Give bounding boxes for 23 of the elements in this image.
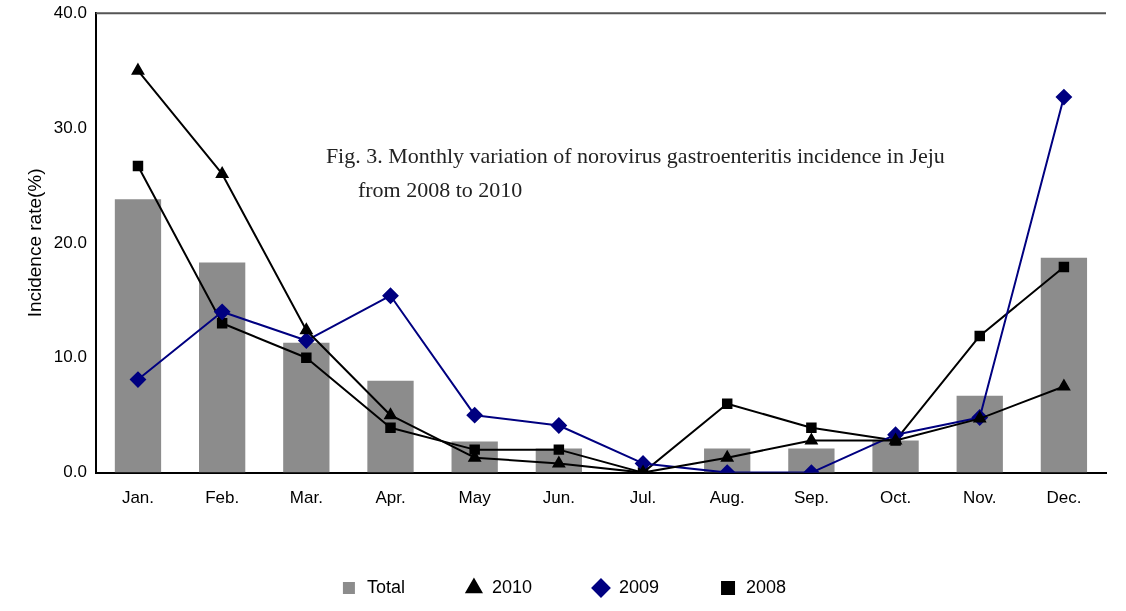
annotation: Fig. 3. Monthly variation of norovirus gastroenteritis incidence in Jeju from 2008 to 2010 bbox=[325, 143, 945, 203]
x-tick-label: Dec. bbox=[1046, 488, 1082, 508]
x-tick-label: Apr. bbox=[375, 488, 406, 508]
y-tick-label: 30.0 bbox=[53, 117, 87, 137]
x-tick-label: Aug. bbox=[709, 488, 745, 508]
x-tick-label: May bbox=[458, 488, 492, 508]
x-tick-label: Feb. bbox=[205, 488, 240, 508]
y-tick-label: 10.0 bbox=[53, 347, 87, 367]
y-axis-title: Incidence rate(%) bbox=[23, 168, 45, 318]
x-tick-label: Sep. bbox=[793, 488, 829, 508]
legend-label: 2008 bbox=[746, 576, 787, 597]
legend-label: 2010 bbox=[491, 576, 532, 597]
y-tick-label: 0.0 bbox=[63, 462, 87, 482]
y-tick-label: 20.0 bbox=[53, 232, 87, 252]
x-tick-label: Nov. bbox=[962, 488, 997, 508]
x-tick-label: Jun. bbox=[542, 488, 575, 508]
x-tick-label: Oct. bbox=[879, 488, 912, 508]
legend-label: Total bbox=[366, 576, 405, 597]
y-tick-label: 40.0 bbox=[53, 2, 87, 22]
x-tick-label: Jul. bbox=[629, 488, 657, 508]
x-tick-label: Jan. bbox=[121, 488, 155, 508]
x-tick-label: Mar. bbox=[289, 488, 323, 508]
legend-label: 2009 bbox=[618, 576, 660, 597]
